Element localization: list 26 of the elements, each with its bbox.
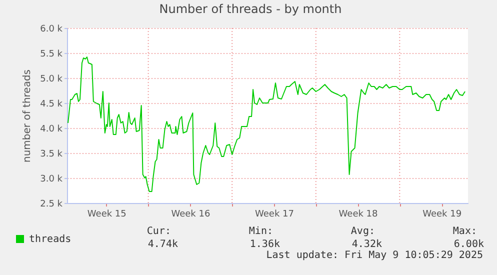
- x-tick-label: Week 19: [422, 210, 462, 220]
- y-tick-label: 5.0 k: [40, 74, 64, 84]
- y-tick-label: 6.0 k: [40, 24, 64, 34]
- y-tick-label: 4.5 k: [40, 100, 64, 110]
- text: 1.36k: [250, 239, 280, 250]
- text: 6.00k: [454, 239, 484, 250]
- y-tick-label: 4.0 k: [40, 124, 64, 134]
- y-tick-label: 2.5 k: [40, 200, 64, 210]
- y-axis-title: number of threads: [22, 69, 34, 163]
- x-tick-label: Week 15: [87, 210, 126, 220]
- x-tick-label: Week 17: [254, 210, 294, 220]
- text: Avg:: [350, 226, 375, 237]
- chart-title: Number of threads - by month: [159, 2, 342, 16]
- legend-label: threads: [29, 234, 72, 245]
- text: Max:: [452, 226, 477, 237]
- text: 4.32k: [352, 239, 382, 250]
- line-series: [68, 56, 466, 192]
- y-tick-label: 5.5 k: [40, 50, 64, 60]
- text: 4.74k: [148, 239, 178, 250]
- y-tick-label: 3.0 k: [40, 174, 64, 184]
- x-tick-label: Week 16: [171, 210, 210, 220]
- text: Min:: [248, 226, 273, 237]
- y-tick-label: 3.5 k: [40, 150, 64, 160]
- text: Last update: Fri May 9 10:05:29 2025: [266, 250, 483, 261]
- x-tick-label: Week 18: [338, 210, 378, 220]
- text: Cur:: [146, 226, 171, 237]
